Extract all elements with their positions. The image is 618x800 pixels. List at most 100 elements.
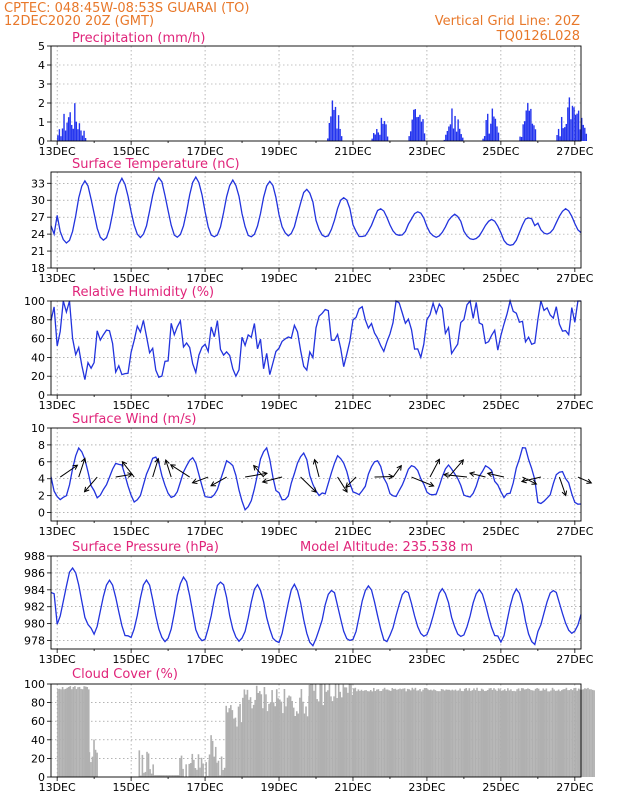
cloud-bar <box>397 689 400 777</box>
cloud-bar <box>579 689 582 777</box>
cloud-bar <box>460 690 463 777</box>
y-tick-label: 40 <box>31 734 45 747</box>
cloud-bar <box>214 746 217 777</box>
wind-arrow-head <box>586 478 593 484</box>
precipitation-title: Precipitation (mm/h) <box>72 31 205 46</box>
cloud-bar <box>289 696 292 777</box>
cloud-bar <box>462 691 464 777</box>
cloud-bar <box>153 775 155 777</box>
cloud-bar <box>369 690 372 777</box>
cloud-bar <box>80 688 82 777</box>
cloud-bar <box>319 684 321 777</box>
precip-bar <box>409 131 412 141</box>
cloud-bar <box>317 701 320 777</box>
precip-bar <box>328 122 331 141</box>
cloud-bar <box>72 686 75 777</box>
cloud-bar <box>439 691 441 777</box>
temperature-title: Surface Temperature (nC) <box>72 157 240 172</box>
cloud-bar <box>243 689 246 777</box>
cloud-bar <box>199 767 201 777</box>
precip-bar <box>531 123 534 141</box>
cloud-bar <box>260 694 263 777</box>
precip-bar <box>78 123 81 141</box>
cloud-bar <box>453 690 455 777</box>
panel-frame <box>50 300 582 396</box>
precip-bar <box>519 136 521 141</box>
cloud-bar <box>347 692 349 777</box>
precip-bar <box>585 133 588 141</box>
cloud-bar <box>391 687 394 777</box>
cloud-bar <box>84 686 87 777</box>
cloud-bar <box>336 698 338 777</box>
precip-bar <box>414 109 417 141</box>
cloud-bar <box>573 688 575 777</box>
cloud-bar <box>581 689 583 777</box>
cloud-bar <box>171 775 174 777</box>
cloud-bar <box>394 688 397 777</box>
cloud-bar <box>237 706 240 777</box>
x-tick-label: 15DEC <box>113 781 150 794</box>
cloud-bar <box>154 775 157 777</box>
precip-bar <box>413 109 415 141</box>
cloud-bar <box>533 690 535 777</box>
cloud-bar <box>176 775 179 777</box>
x-tick-label: 21DEC <box>334 145 371 158</box>
cloud-bar <box>282 713 284 777</box>
cloud-bar <box>86 687 89 777</box>
cloud-bar <box>328 684 331 777</box>
cloud-bar <box>590 689 592 777</box>
wind-arrow-head <box>486 471 493 478</box>
cloud-bar <box>157 775 160 777</box>
cloud-bar <box>216 762 218 777</box>
precip-bar <box>557 128 560 141</box>
cloud-bar <box>463 688 466 777</box>
y-tick-label: 0 <box>38 389 45 402</box>
cloud-bar <box>574 687 577 777</box>
precip-bar <box>64 130 67 141</box>
cloud-bar <box>520 688 523 777</box>
precip-bar <box>69 112 71 141</box>
x-tick-label: 25DEC <box>482 145 519 158</box>
cloud-bar <box>499 689 501 777</box>
cloud-bar <box>445 689 448 777</box>
wind-arrow-head <box>164 459 170 466</box>
precip-bar <box>377 132 380 141</box>
cloud-bar <box>231 710 234 777</box>
cloud-bar <box>523 689 526 777</box>
cloud-bar <box>540 690 543 777</box>
wind-arrow <box>192 476 209 484</box>
precip-bar <box>533 125 535 141</box>
y-tick-label: 3 <box>38 78 45 91</box>
wind-arrow-head <box>531 479 538 485</box>
cloud-bar <box>593 690 595 777</box>
cloud-bar <box>147 753 150 777</box>
cloud-bar <box>411 687 414 777</box>
cloud-bar <box>74 686 76 777</box>
wind-arrow-head <box>83 486 90 493</box>
cloud-bar <box>505 690 508 777</box>
cloud-bar <box>493 688 495 777</box>
cloud-bar <box>426 689 429 777</box>
cloud-bar <box>382 689 384 777</box>
cloud-bar <box>337 684 340 777</box>
cloud-bar <box>368 691 370 777</box>
x-tick-label: 13DEC <box>39 525 76 538</box>
cloud-bar <box>152 764 154 777</box>
precip-bar <box>83 130 85 141</box>
panel-frame <box>50 555 582 650</box>
cloud-bar <box>64 688 67 777</box>
cloud-bar <box>71 689 73 777</box>
precip-bar <box>576 113 578 141</box>
cloud-bar <box>300 689 303 777</box>
cloud-bar <box>265 694 267 777</box>
y-tick-label: 984 <box>24 584 45 597</box>
cloud-bar <box>303 713 306 777</box>
cloud-bar <box>351 694 354 777</box>
wind-arrow-head <box>428 481 435 488</box>
y-tick-label: 60 <box>31 715 45 728</box>
cloud-bar <box>63 689 65 777</box>
x-tick-label: 25DEC <box>482 272 519 285</box>
cloud-bar <box>255 685 258 777</box>
cloud-bar <box>556 690 558 777</box>
y-tick-label: 60 <box>31 333 45 346</box>
